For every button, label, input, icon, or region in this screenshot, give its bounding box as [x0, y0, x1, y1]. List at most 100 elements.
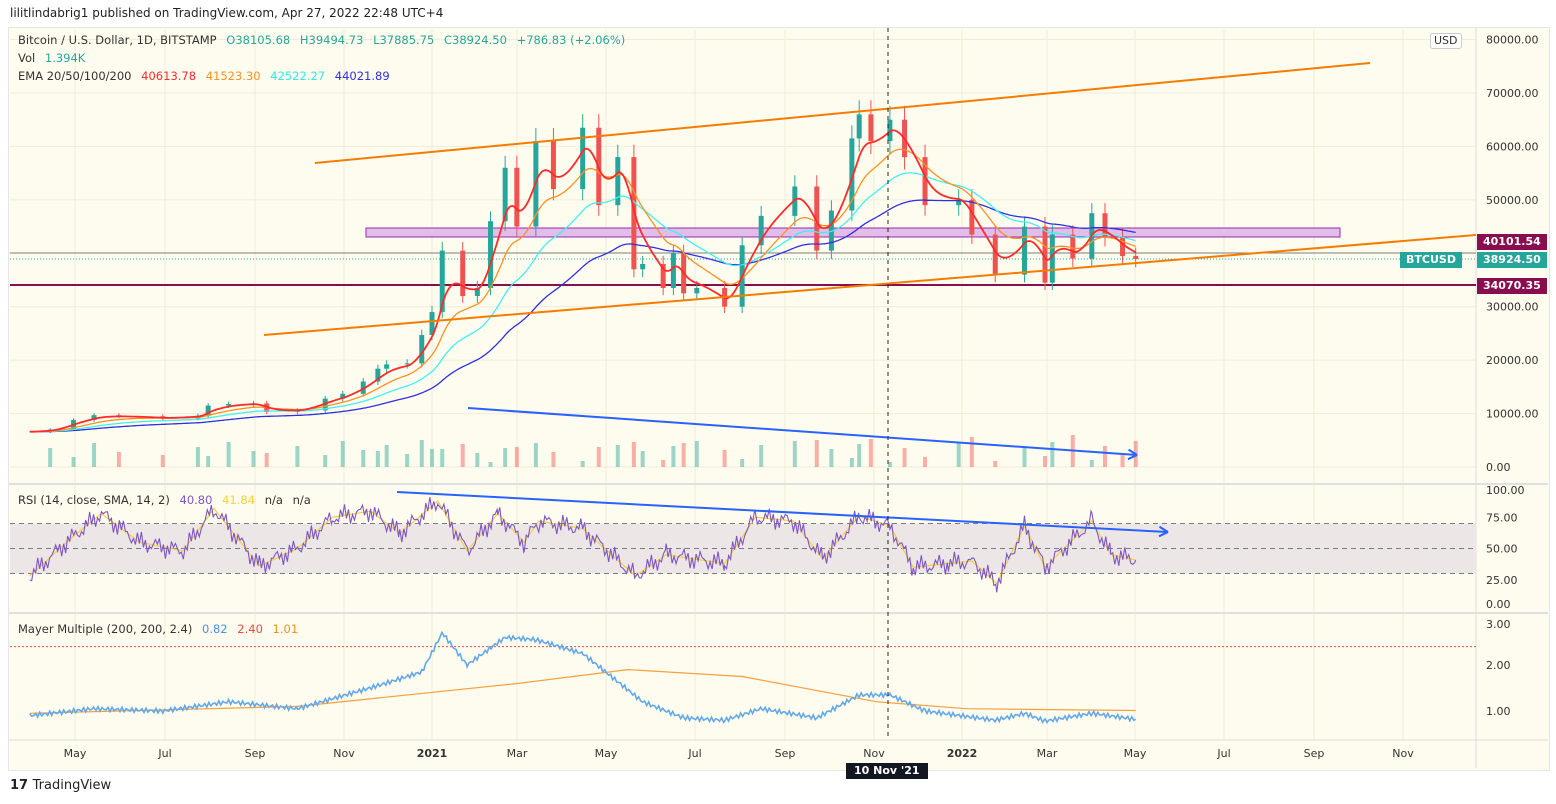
volume-bar	[1022, 447, 1027, 467]
main-legend: Bitcoin / U.S. Dollar, 1D, BITSTAMP O381…	[18, 33, 631, 47]
volume-bar	[1042, 456, 1047, 467]
mayer-axis-tick: 3.00	[1486, 618, 1511, 631]
symbol-title: Bitcoin / U.S. Dollar, 1D, BITSTAMP	[18, 33, 217, 47]
volume-bar	[722, 450, 727, 467]
crosshair-date-label: 10 Nov '21	[846, 763, 928, 779]
candle-body	[992, 234, 998, 275]
candle-body	[474, 288, 480, 297]
time-axis-tick: May	[64, 747, 87, 760]
candle-body	[814, 186, 820, 251]
mayer-label: Mayer Multiple (200, 200, 2.4)	[18, 622, 193, 636]
volume-bar	[323, 455, 328, 467]
candle-body	[1022, 226, 1028, 275]
volume-bar	[48, 448, 53, 467]
candle-body	[205, 405, 211, 416]
candle-body	[670, 253, 676, 289]
candle-body	[91, 415, 97, 420]
volume-bar	[295, 446, 300, 467]
upper-level-tag: 40101.54	[1477, 234, 1547, 250]
volume-bar	[661, 460, 666, 467]
last-price-tag: 38924.50	[1477, 252, 1547, 268]
volume-bar	[264, 453, 269, 467]
candle-body	[460, 250, 466, 297]
candle-body	[502, 167, 508, 222]
price-axis-tick: 70000.00	[1486, 87, 1539, 100]
volume-bar	[792, 441, 797, 467]
time-axis-tick: Mar	[507, 747, 528, 760]
candle-body	[792, 186, 798, 216]
mayer-avg-value: 1.01	[272, 622, 299, 636]
volume-bar	[868, 439, 873, 467]
logo-text: TradingView	[32, 778, 112, 793]
volume-bar	[71, 457, 76, 467]
price-axis-tick: 80000.00	[1486, 34, 1539, 47]
volume-bar	[92, 443, 97, 467]
candle-body	[1133, 255, 1139, 260]
mayer-axis-tick: 1.00	[1486, 705, 1511, 718]
volume-bar	[340, 441, 345, 467]
volume-trend-arrow-head	[1128, 448, 1138, 456]
rsi-trend-arrow	[396, 491, 1169, 533]
candle-body	[969, 199, 975, 235]
rsi-trend-arrow-head	[1158, 525, 1169, 533]
volume-bar	[857, 444, 862, 467]
rsi-axis-tick: 0.00	[1486, 598, 1511, 611]
rsi-na-2: n/a	[292, 493, 311, 507]
volume-bar	[681, 443, 686, 467]
ema20-value: 40613.78	[141, 69, 197, 83]
candle-body	[887, 119, 893, 142]
volume-bar	[419, 440, 424, 467]
volume-bar	[533, 443, 538, 467]
volume-bar	[361, 450, 366, 467]
volume-bar	[902, 448, 907, 467]
candle-body	[1102, 213, 1108, 238]
volume-trend-arrow	[467, 407, 1138, 456]
close-value: C38924.50	[444, 33, 507, 47]
mayer-threshold-value: 2.40	[237, 622, 263, 636]
mayer-axis-tick: 2.00	[1486, 659, 1511, 672]
volume-bar	[849, 458, 854, 467]
rsi-sma-value: 41.84	[222, 493, 256, 507]
price-axis-tick: 60000.00	[1486, 140, 1539, 153]
lower-level-tag: 34070.35	[1477, 278, 1547, 294]
volume-bar	[514, 447, 519, 467]
candle-body	[514, 167, 520, 227]
publisher-line: lilitlindabrig1 published on TradingView…	[10, 6, 444, 20]
volume-bar	[969, 437, 974, 467]
volume-bar	[829, 449, 834, 467]
candle-body	[384, 364, 390, 369]
volume-bar	[887, 462, 892, 467]
volume-bar	[503, 448, 508, 467]
mayer-value: 0.82	[202, 622, 228, 636]
volume-bar	[631, 442, 636, 467]
candle-body	[1049, 234, 1055, 283]
ema50-line	[29, 148, 1136, 433]
time-axis-tick: May	[1124, 747, 1147, 760]
open-value: O38105.68	[226, 33, 291, 47]
candle-body	[615, 157, 621, 206]
volume-legend: Vol 1.394K	[18, 51, 91, 65]
rsi-label: RSI (14, close, SMA, 14, 2)	[18, 493, 170, 507]
volume-bar	[551, 452, 556, 467]
volume-bar	[671, 446, 676, 467]
candle-body	[956, 199, 962, 206]
symbol-tag: BTCUSD	[1400, 252, 1462, 268]
volume-bar	[1050, 442, 1055, 467]
volume-bar	[160, 455, 165, 467]
candle-body	[758, 215, 764, 246]
volume-bar	[1089, 460, 1094, 467]
time-axis-tick: Nov	[1392, 747, 1414, 760]
time-axis-tick: Jul	[157, 747, 171, 760]
candle-body	[439, 250, 445, 313]
candle-body	[694, 288, 700, 294]
currency-button[interactable]: USD	[1430, 33, 1462, 49]
rsi-axis-tick: 75.00	[1486, 511, 1518, 524]
volume-bar	[251, 451, 256, 467]
candle-body	[404, 363, 410, 365]
volume-trend-arrow-head	[1127, 454, 1138, 461]
high-value: H39494.73	[299, 33, 364, 47]
ema200-value: 44021.89	[334, 69, 390, 83]
time-axis-tick: May	[595, 747, 618, 760]
volume-bar	[226, 442, 231, 467]
